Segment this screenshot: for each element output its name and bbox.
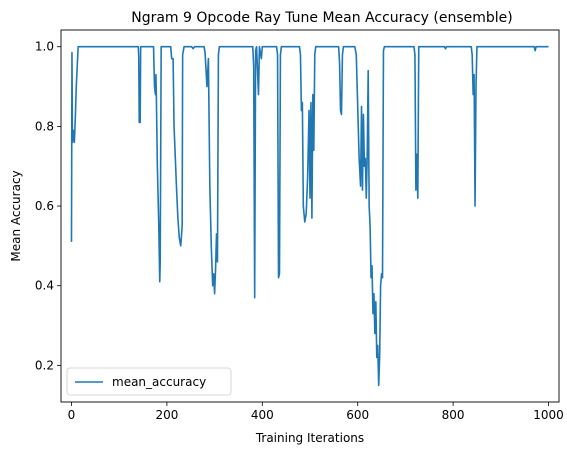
- series-layer: [70, 45, 549, 387]
- legend-box: [66, 367, 232, 396]
- y-axis-ticks: 0.2 0.4 0.6 0.8 1.0: [35, 40, 61, 372]
- y-tick-label: 0.2: [35, 358, 54, 372]
- x-axis-ticks: 0 200 400 600 800 1000: [68, 402, 564, 422]
- y-tick-label: 0.4: [35, 279, 54, 293]
- series-line-mean_accuracy: [70, 45, 549, 387]
- x-tick-label: 1000: [533, 408, 564, 422]
- x-tick-label: 800: [442, 408, 465, 422]
- x-tick-label: 0: [68, 408, 76, 422]
- y-tick-label: 0.6: [35, 199, 54, 213]
- plot-frame: [60, 29, 560, 403]
- plot-area: [61, 30, 559, 402]
- y-tick-label: 0.8: [35, 119, 54, 133]
- x-axis-label: Training Iterations: [255, 431, 364, 445]
- y-tick-label: 1.0: [35, 40, 54, 54]
- legend-label: mean_accuracy: [112, 375, 206, 389]
- x-tick-label: 200: [155, 408, 178, 422]
- chart-title: Ngram 9 Opcode Ray Tune Mean Accuracy (e…: [131, 10, 513, 26]
- y-axis-label: Mean Accuracy: [9, 170, 23, 261]
- x-tick-label: 400: [251, 408, 274, 422]
- legend: mean_accuracy: [66, 367, 232, 396]
- x-tick-label: 600: [346, 408, 369, 422]
